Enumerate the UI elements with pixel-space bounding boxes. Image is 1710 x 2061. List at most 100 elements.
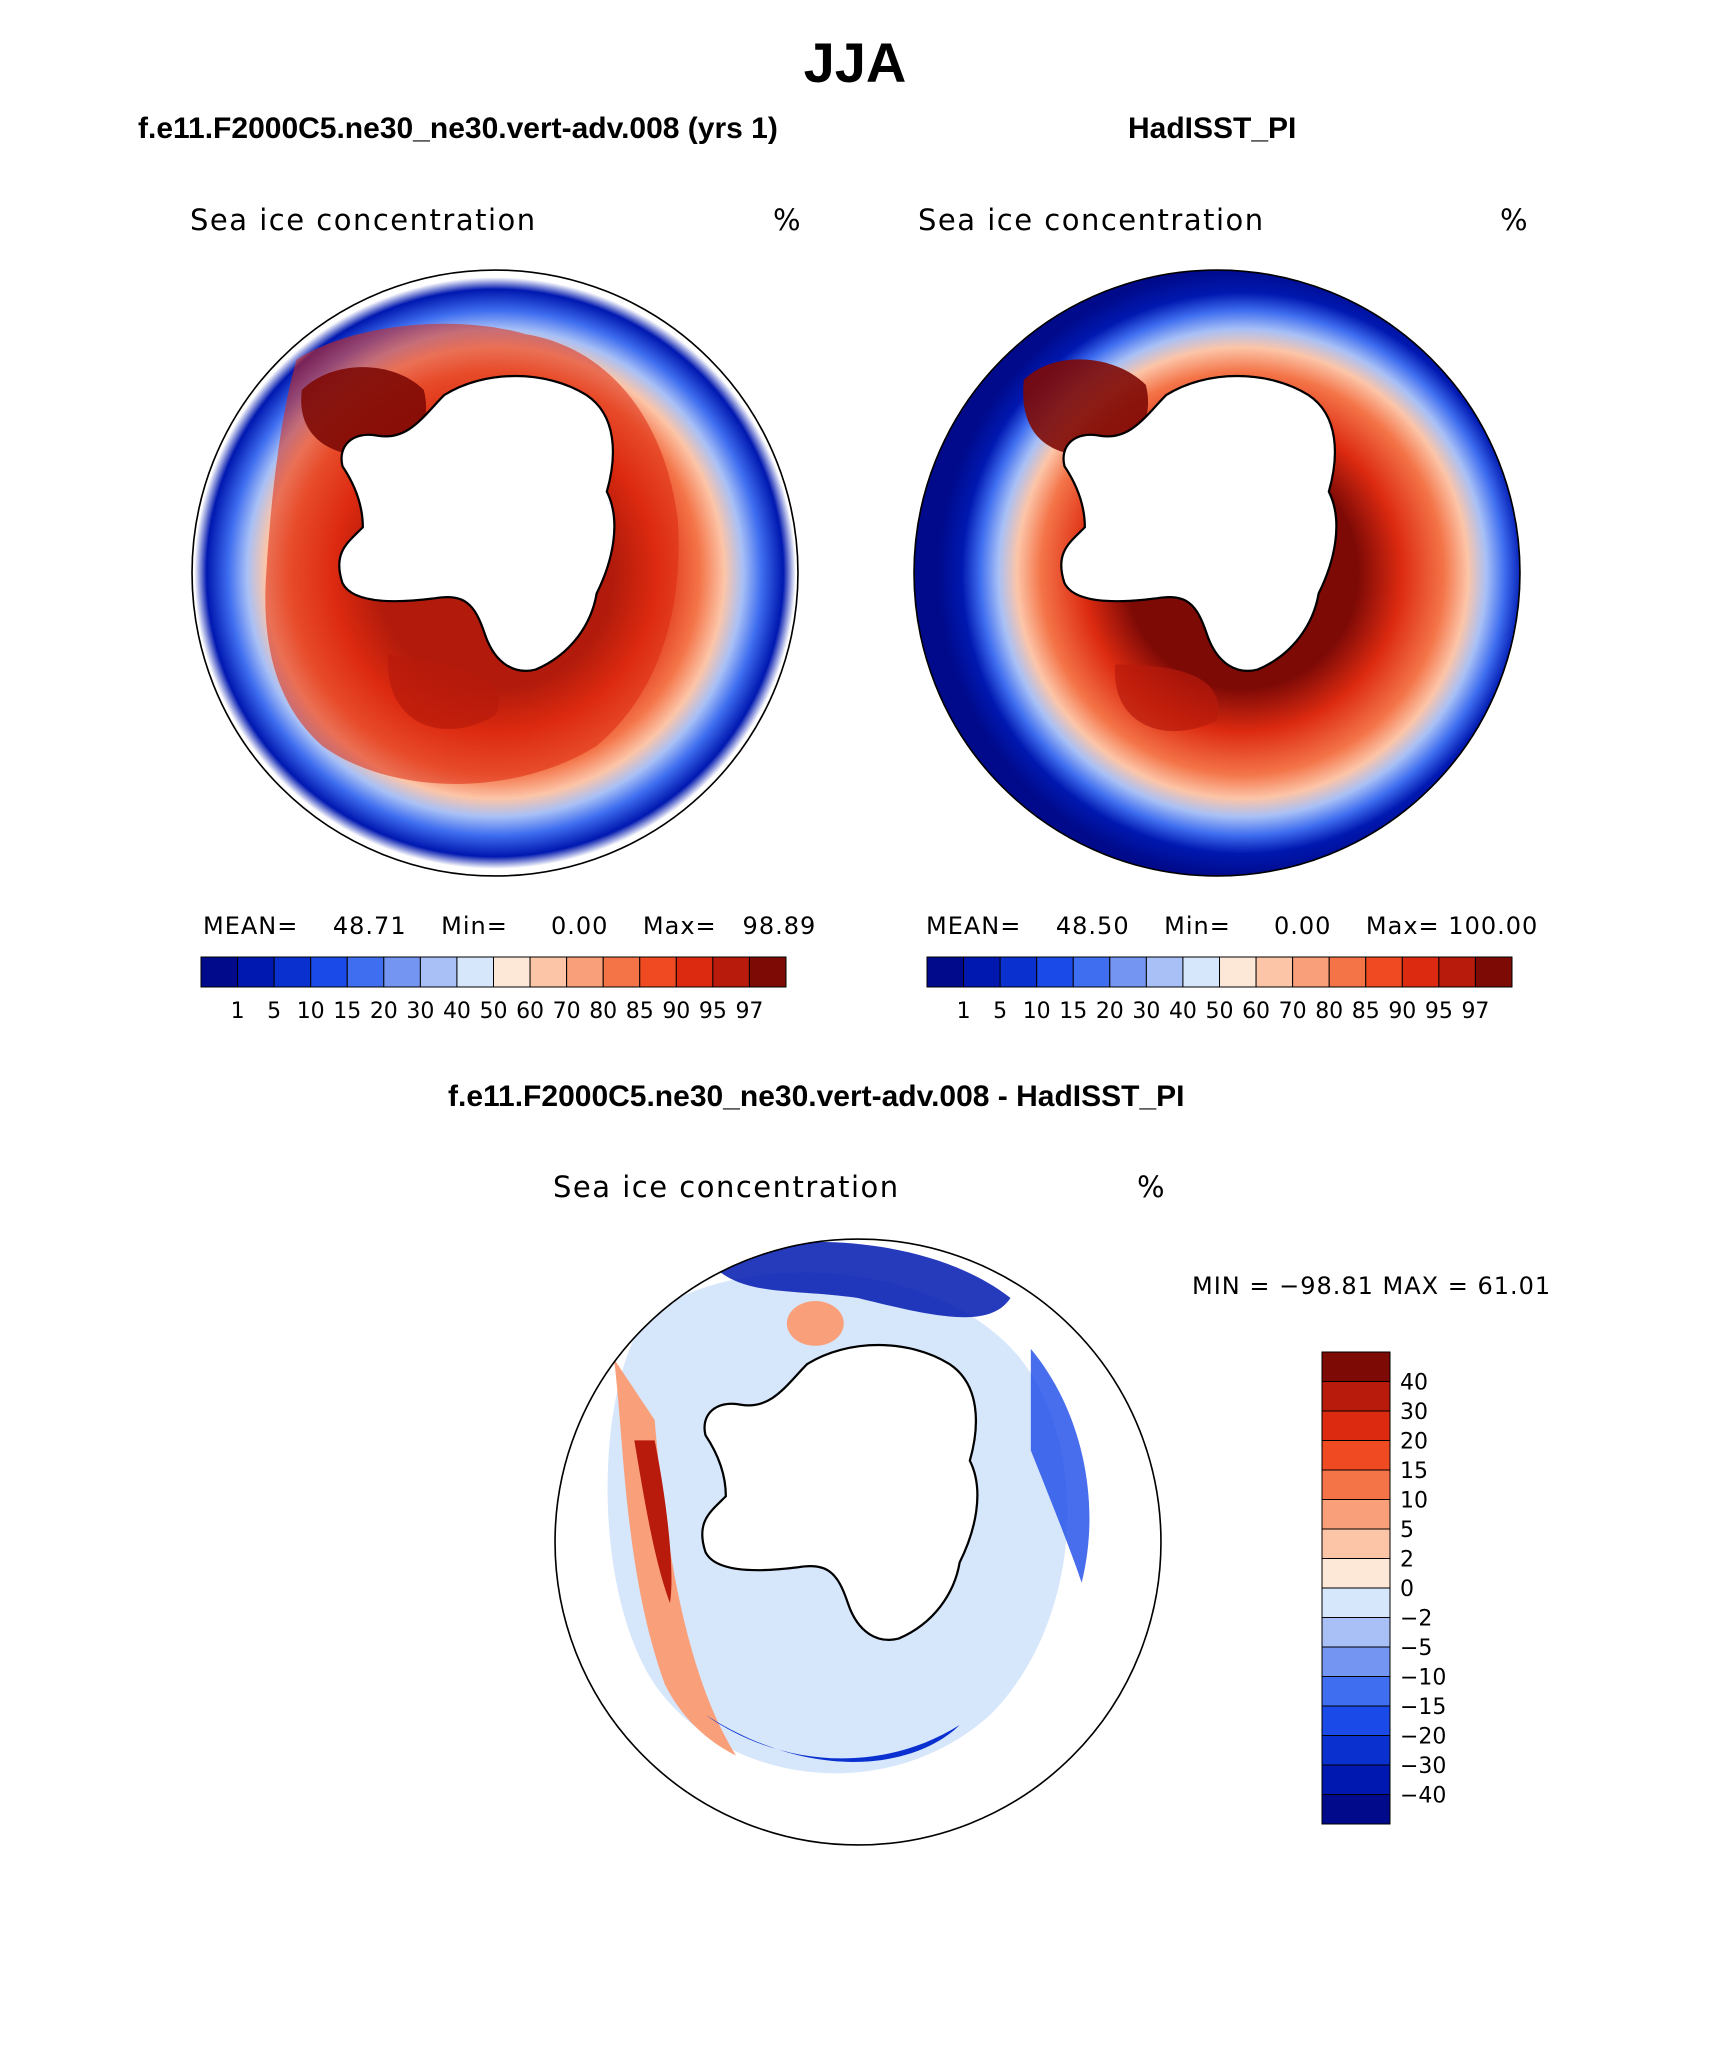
panel-right-stats: MEAN= 48.50 Min= 0.00 Max= 100.00 bbox=[926, 912, 1539, 940]
colorbar-difference-swatch bbox=[1321, 1705, 1391, 1736]
colorbar-right-tick-label: 80 bbox=[1315, 999, 1343, 1024]
colorbar-difference-tick-label: 15 bbox=[1400, 1459, 1428, 1484]
colorbar-right-tick-label: 50 bbox=[1206, 999, 1234, 1024]
colorbar-difference-swatch bbox=[1321, 1528, 1391, 1559]
colorbar-left-tick-label: 20 bbox=[370, 999, 398, 1024]
colorbar-left-swatch bbox=[602, 956, 641, 988]
colorbar-left-swatch bbox=[748, 956, 787, 988]
colorbar-right-swatch bbox=[1365, 956, 1403, 988]
colorbar-left-swatch bbox=[273, 956, 312, 988]
colorbar-left-tick-label: 70 bbox=[553, 999, 581, 1024]
colorbar-difference-tick-label: −15 bbox=[1400, 1695, 1446, 1720]
colorbar-right-swatch bbox=[1036, 956, 1074, 988]
colorbar-difference-swatch bbox=[1321, 1499, 1391, 1530]
colorbar-right-swatch bbox=[1292, 956, 1330, 988]
colorbar-left-tick-label: 15 bbox=[333, 999, 361, 1024]
panel-right-title: HadISST_PI bbox=[1128, 112, 1297, 145]
diff-units: % bbox=[1137, 1170, 1167, 1204]
diff-variable: Sea ice concentration bbox=[553, 1170, 900, 1204]
figure-title: JJA bbox=[803, 31, 907, 94]
antarctica-landmass-icon bbox=[701, 1344, 979, 1641]
panel-left-title: f.e11.F2000C5.ne30_ne30.vert-adv.008 (yr… bbox=[138, 112, 778, 145]
colorbar-left-swatch bbox=[712, 956, 750, 988]
colorbar-difference-swatch bbox=[1321, 1351, 1391, 1382]
colorbar-right-tick-label: 60 bbox=[1242, 999, 1270, 1024]
colorbar-left-swatch bbox=[456, 956, 494, 988]
colorbar-right-swatch bbox=[1474, 956, 1513, 988]
colorbar-difference-tick-label: −20 bbox=[1400, 1725, 1446, 1750]
colorbar-difference-swatch bbox=[1321, 1440, 1391, 1471]
colorbar-left-swatch bbox=[639, 956, 677, 988]
colorbar-right-swatch bbox=[1145, 956, 1184, 988]
colorbar-difference-swatch bbox=[1321, 1381, 1391, 1412]
colorbar-right-swatch bbox=[1182, 956, 1220, 988]
colorbar-left-tick-label: 90 bbox=[662, 999, 690, 1024]
colorbar-difference-swatch bbox=[1321, 1617, 1391, 1648]
colorbar-left-swatch bbox=[529, 956, 568, 988]
colorbar-difference-tick-label: −40 bbox=[1400, 1784, 1446, 1809]
colorbar-right-swatch bbox=[1401, 956, 1440, 988]
colorbar-difference-tick-label: −5 bbox=[1400, 1636, 1432, 1661]
map-left bbox=[191, 269, 799, 877]
colorbar-left-swatch bbox=[310, 956, 348, 988]
colorbar-difference-swatch bbox=[1321, 1558, 1391, 1589]
colorbar-difference-tick-label: 20 bbox=[1400, 1430, 1428, 1455]
colorbar-difference-swatch bbox=[1321, 1676, 1391, 1707]
colorbar-right-swatch bbox=[1328, 956, 1367, 988]
colorbar-left-tick-label: 80 bbox=[589, 999, 617, 1024]
colorbar-left-swatch bbox=[419, 956, 458, 988]
colorbar-difference-tick-label: 2 bbox=[1400, 1548, 1414, 1573]
colorbar-right-tick-label: 90 bbox=[1388, 999, 1416, 1024]
colorbar-left-tick-label: 30 bbox=[406, 999, 434, 1024]
colorbar-right-swatch bbox=[963, 956, 1001, 988]
colorbar-left-swatch bbox=[237, 956, 275, 988]
colorbar-difference-tick-label: 5 bbox=[1400, 1518, 1414, 1543]
colorbar-right-swatch bbox=[1255, 956, 1294, 988]
colorbar-left-tick-label: 95 bbox=[699, 999, 727, 1024]
antarctica-landmass-icon bbox=[1060, 375, 1338, 672]
colorbar-right-swatch bbox=[1109, 956, 1147, 988]
colorbar-difference-swatch bbox=[1321, 1469, 1391, 1500]
map-difference bbox=[554, 1238, 1162, 1846]
colorbar-left-swatch bbox=[383, 956, 421, 988]
colorbar-difference-swatch bbox=[1321, 1794, 1391, 1825]
colorbar-difference-tick-label: −10 bbox=[1400, 1666, 1446, 1691]
colorbar-right-swatch bbox=[926, 956, 965, 988]
colorbar-difference-swatch bbox=[1321, 1735, 1391, 1766]
colorbar-difference-tick-label: 0 bbox=[1400, 1577, 1414, 1602]
colorbar-left-tick-label: 85 bbox=[626, 999, 654, 1024]
colorbar-right-tick-label: 85 bbox=[1352, 999, 1380, 1024]
colorbar-left-tick-label: 60 bbox=[516, 999, 544, 1024]
colorbar-right-tick-label: 97 bbox=[1461, 999, 1489, 1024]
colorbar-right-tick-label: 1 bbox=[957, 999, 971, 1024]
diff-title: f.e11.F2000C5.ne30_ne30.vert-adv.008 - H… bbox=[448, 1080, 1185, 1113]
colorbar-left-tick-label: 97 bbox=[735, 999, 763, 1024]
colorbar-difference-swatch bbox=[1321, 1410, 1391, 1441]
colorbar-right-tick-label: 10 bbox=[1023, 999, 1051, 1024]
panel-right-variable: Sea ice concentration bbox=[918, 203, 1265, 237]
colorbar-right-swatch bbox=[999, 956, 1038, 988]
colorbar-difference-swatch bbox=[1321, 1646, 1391, 1677]
colorbar-right-swatch bbox=[1219, 956, 1257, 988]
colorbar-right-tick-label: 20 bbox=[1096, 999, 1124, 1024]
colorbar-left-swatch bbox=[493, 956, 531, 988]
antarctica-landmass-icon bbox=[338, 375, 616, 672]
colorbar-right-tick-label: 15 bbox=[1059, 999, 1087, 1024]
colorbar-right: 1 5 10 15 20 30 40 50 60 70 80 85 90 95 97 bbox=[926, 956, 1513, 1024]
colorbar-right-swatch bbox=[1072, 956, 1111, 988]
panel-left-units: % bbox=[773, 203, 803, 237]
colorbar-left-tick-label: 10 bbox=[297, 999, 325, 1024]
map-right bbox=[913, 269, 1521, 877]
panel-right-units: % bbox=[1500, 203, 1530, 237]
colorbar-difference-tick-label: 40 bbox=[1400, 1371, 1428, 1396]
colorbar-left-swatch bbox=[675, 956, 714, 988]
diff-minmax: MIN = −98.81 MAX = 61.01 bbox=[1192, 1272, 1552, 1300]
colorbar-left-tick-label: 40 bbox=[443, 999, 471, 1024]
colorbar-difference-swatch bbox=[1321, 1764, 1391, 1795]
colorbar-difference-tick-label: 10 bbox=[1400, 1489, 1428, 1514]
colorbar-right-tick-label: 95 bbox=[1425, 999, 1453, 1024]
colorbar-right-tick-label: 5 bbox=[993, 999, 1007, 1024]
panel-left-variable: Sea ice concentration bbox=[190, 203, 537, 237]
panel-left-stats: MEAN= 48.71 Min= 0.00 Max= 98.89 bbox=[203, 912, 817, 940]
